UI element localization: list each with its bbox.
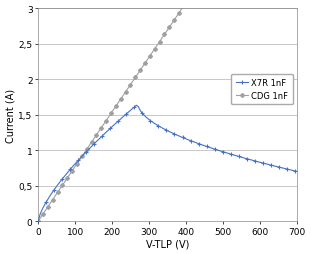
CDG 1nF (36, 220, 40, 223)
CDG 1nF (174, 17, 178, 20)
Line: X7R 1nF: X7R 1nF (36, 103, 299, 224)
X7R 1nF (36, 220, 40, 223)
X7R 1nF (106, 129, 110, 132)
CDG 1nF (159, 39, 163, 42)
X7R 1nF (135, 104, 138, 107)
Y-axis label: Current (A): Current (A) (6, 88, 16, 142)
Line: CDG 1nF: CDG 1nF (37, 8, 184, 223)
X7R 1nF (295, 170, 299, 173)
CDG 1nF (180, 8, 184, 11)
CDG 1nF (80, 155, 84, 158)
X7R 1nF (241, 156, 244, 160)
CDG 1nF (137, 72, 140, 75)
X7R 1nF (229, 153, 233, 156)
X7R 1nF (209, 147, 212, 150)
X-axis label: V-TLP (V): V-TLP (V) (146, 239, 189, 248)
X7R 1nF (149, 120, 152, 123)
Legend: X7R 1nF, CDG 1nF: X7R 1nF, CDG 1nF (231, 74, 293, 105)
CDG 1nF (156, 43, 160, 46)
CDG 1nF (56, 191, 59, 194)
X7R 1nF (173, 133, 176, 136)
